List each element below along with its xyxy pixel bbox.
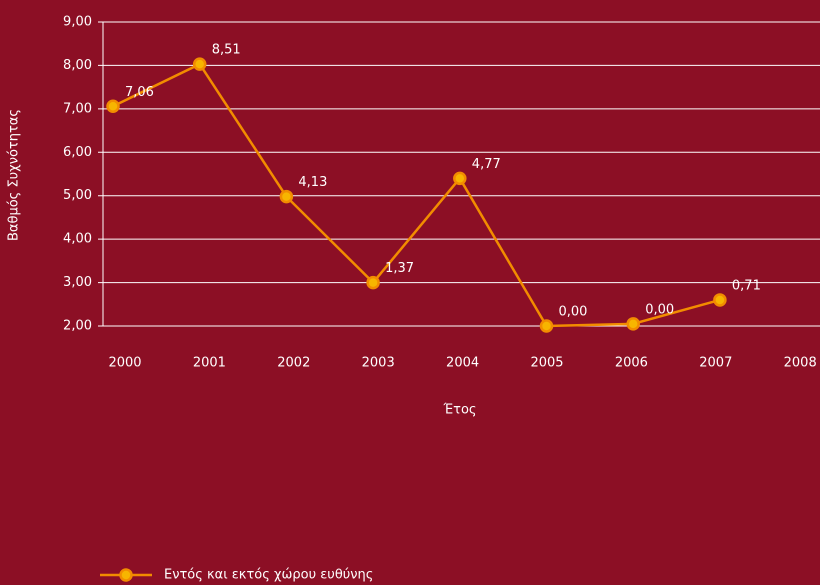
y-tick-label: 9,00 xyxy=(63,15,92,30)
y-tick-label: 3,00 xyxy=(63,275,92,290)
y-tick-label: 2,00 xyxy=(63,319,92,334)
point-marker xyxy=(453,171,467,186)
x-tick-label: 2006 xyxy=(615,356,648,371)
x-tick-label: 2003 xyxy=(362,356,395,371)
x-tick-label: 2001 xyxy=(193,356,226,371)
legend-marker xyxy=(119,568,133,582)
point-label: 7,06 xyxy=(125,85,154,100)
y-tick-label: 8,00 xyxy=(63,58,92,73)
point-label: 1,37 xyxy=(385,261,414,276)
x-axis-title: Έτος xyxy=(442,403,476,418)
point-marker xyxy=(539,319,554,333)
point-label: 4,77 xyxy=(472,157,501,172)
x-tick-label: 2008 xyxy=(784,356,817,371)
point-marker xyxy=(626,317,640,331)
y-tick-label: 6,00 xyxy=(63,145,92,160)
y-tick-label: 4,00 xyxy=(63,232,92,247)
point-label: 0,00 xyxy=(645,302,674,317)
x-tick-label: 2007 xyxy=(699,356,732,371)
series-line xyxy=(112,62,721,328)
point-label: 0,00 xyxy=(559,305,588,320)
x-tick-label: 2000 xyxy=(108,356,141,371)
point-marker xyxy=(192,57,207,71)
x-tick-label: 2002 xyxy=(277,356,310,371)
point-marker xyxy=(106,99,120,114)
x-tick-label: 2005 xyxy=(530,356,563,371)
x-tick-label: 2004 xyxy=(446,356,479,371)
point-label: 8,51 xyxy=(212,43,241,58)
y-tick-label: 5,00 xyxy=(63,188,92,203)
point-label: 0,71 xyxy=(732,278,761,293)
point-marker xyxy=(279,189,294,204)
point-marker xyxy=(366,275,380,290)
y-axis-title: Βαθμός Συχνότητας xyxy=(7,109,22,241)
point-label: 4,13 xyxy=(298,175,327,190)
y-tick-label: 7,00 xyxy=(63,101,92,116)
point-marker xyxy=(713,293,727,307)
legend-label: Εντός και εκτός χώρου ευθύνης xyxy=(164,568,373,583)
